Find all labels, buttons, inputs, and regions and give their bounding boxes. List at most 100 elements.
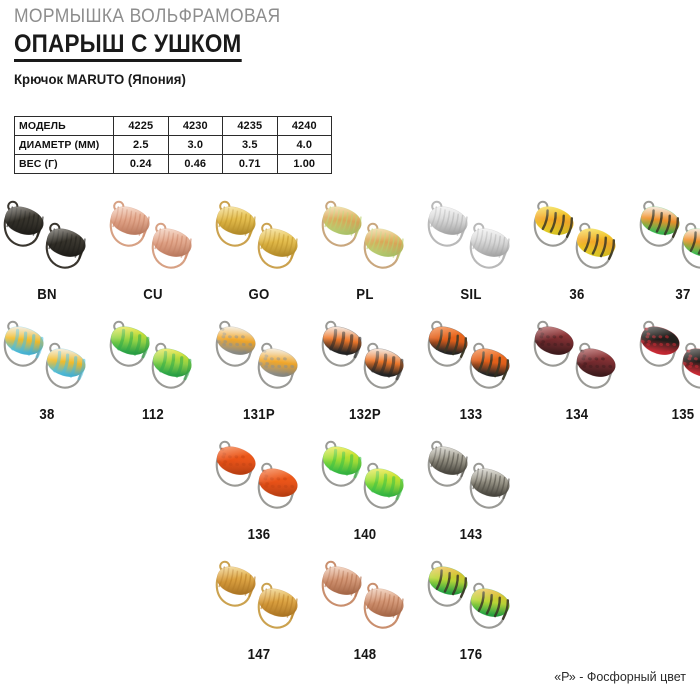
lure-image [100, 196, 206, 288]
lure-variant[interactable]: SIL [418, 196, 524, 316]
lure-variant[interactable]: GO [206, 196, 312, 316]
lure-jig-right [462, 340, 524, 398]
lure-variant[interactable]: 147 [206, 556, 312, 676]
lure-color-code: 133 [459, 406, 483, 423]
spec-row-label: ВЕС (Г) [14, 154, 114, 174]
lure-jig-left [314, 558, 376, 616]
lure-variant[interactable]: 135 [630, 316, 700, 436]
lure-color-code: 37 [675, 286, 691, 303]
lure-variant[interactable]: 148 [312, 556, 418, 676]
lure-jig-right [144, 340, 206, 398]
phosphor-footnote: «Р» - Фосфорный цвет [554, 670, 686, 684]
spec-cell: 2.5 [113, 135, 169, 155]
lure-grid: BN [0, 196, 700, 676]
spec-row-label: ДИАМЕТР (ММ) [14, 135, 114, 155]
lure-jig-left [208, 198, 270, 256]
lure-jig-right [674, 340, 700, 398]
lure-image [100, 316, 206, 408]
lure-row: BN [0, 196, 700, 316]
lure-row: 38 [0, 316, 700, 436]
lure-variant[interactable]: 132P [312, 316, 418, 436]
lure-variant[interactable]: 131P [206, 316, 312, 436]
lure-color-code: 176 [459, 646, 483, 663]
lure-image [630, 316, 700, 408]
lure-image [312, 556, 418, 648]
lure-color-code: 38 [39, 406, 55, 423]
lure-jig-right [250, 580, 312, 638]
lure-jig-right [38, 220, 100, 278]
lure-jig-right [568, 340, 630, 398]
lure-image [0, 196, 100, 288]
lure-color-code: 132P [349, 406, 381, 423]
spec-cell: 3.0 [167, 135, 223, 155]
lure-variant[interactable]: 176 [418, 556, 524, 676]
lure-variant[interactable]: 133 [418, 316, 524, 436]
lure-image [312, 196, 418, 288]
lure-color-code: 112 [141, 406, 165, 423]
lure-variant[interactable]: 134 [524, 316, 630, 436]
lure-variant[interactable]: 36 [524, 196, 630, 316]
page-header: МОРМЫШКА ВОЛЬФРАМОВАЯ ОПАРЫШ С УШКОМ Крю… [14, 6, 674, 88]
lure-variant[interactable]: BN [0, 196, 100, 316]
lure-color-code: 147 [247, 646, 271, 663]
lure-jig-right [356, 460, 418, 518]
spec-cell: 0.24 [113, 154, 169, 174]
lure-jig-left [314, 198, 376, 256]
lure-jig-left [208, 558, 270, 616]
lure-color-code: BN [37, 286, 57, 303]
lure-color-code: 135 [671, 406, 695, 423]
lure-color-code: SIL [460, 286, 482, 303]
lure-jig-left [420, 438, 482, 496]
lure-variant[interactable]: 112 [100, 316, 206, 436]
spec-table-row: ДИАМЕТР (ММ) 2.5 3.0 3.5 4.0 [14, 135, 332, 155]
lure-jig-left [102, 318, 164, 376]
lure-variant[interactable]: CU [100, 196, 206, 316]
lure-jig-left [420, 318, 482, 376]
lure-jig-right [250, 340, 312, 398]
lure-color-code: 134 [565, 406, 589, 423]
hook-brand-label: Крючок MARUTO (Япония) [14, 71, 186, 87]
lure-image [206, 556, 312, 648]
lure-jig-left [632, 198, 694, 256]
lure-variant[interactable]: 136 [206, 436, 312, 556]
spec-cell: 4.0 [276, 135, 332, 155]
lure-jig-right [144, 220, 206, 278]
lure-color-code: GO [248, 286, 270, 303]
lure-color-code: 140 [353, 526, 377, 543]
lure-image [206, 196, 312, 288]
lure-variant[interactable]: PL [312, 196, 418, 316]
page-title: ОПАРЫШ С УШКОМ [14, 30, 242, 62]
spec-table-row: ВЕС (Г) 0.24 0.46 0.71 1.00 [14, 154, 332, 174]
lure-image [630, 196, 700, 288]
lure-variant[interactable]: 38 [0, 316, 100, 436]
lure-jig-left [102, 198, 164, 256]
lure-jig-right [674, 220, 700, 278]
spec-cell: 3.5 [222, 135, 278, 155]
lure-color-code: 148 [353, 646, 377, 663]
lure-jig-right [250, 460, 312, 518]
lure-jig-right [356, 580, 418, 638]
lure-jig-left [314, 318, 376, 376]
lure-jig-left [420, 558, 482, 616]
lure-image [312, 316, 418, 408]
lure-color-code: 143 [459, 526, 483, 543]
lure-image [206, 316, 312, 408]
lure-jig-right [356, 340, 418, 398]
lure-variant[interactable]: 37 [630, 196, 700, 316]
lure-jig-left [526, 318, 588, 376]
lure-jig-left [314, 438, 376, 496]
spec-cell: 0.71 [222, 154, 278, 174]
spec-cell: 4240 [276, 116, 332, 136]
lure-variant[interactable]: 140 [312, 436, 418, 556]
lure-color-code: 136 [247, 526, 271, 543]
spec-cell: 1.00 [276, 154, 332, 174]
product-category-label: МОРМЫШКА ВОЛЬФРАМОВАЯ [14, 6, 281, 27]
lure-image [418, 556, 524, 648]
lure-jig-right [356, 220, 418, 278]
lure-jig-right [462, 580, 524, 638]
lure-jig-left [208, 318, 270, 376]
lure-jig-right [568, 220, 630, 278]
lure-variant[interactable]: 143 [418, 436, 524, 556]
lure-image [524, 196, 630, 288]
